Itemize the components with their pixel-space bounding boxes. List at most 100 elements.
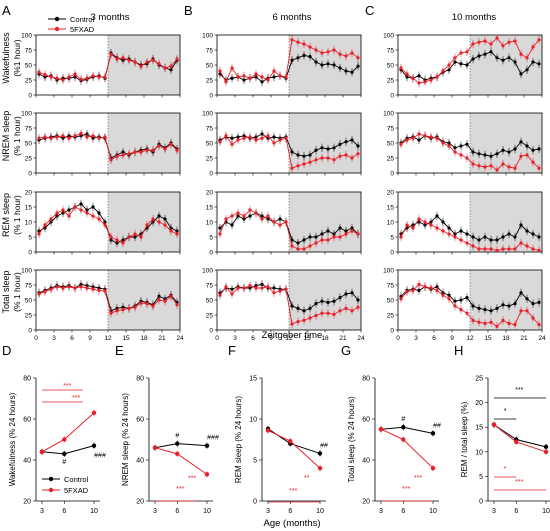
y-tick-label: 50 <box>25 141 33 148</box>
row-label-wake-1: Wakefulness <box>1 32 11 84</box>
control-point <box>272 135 276 139</box>
fad-point <box>411 226 415 230</box>
fad-point <box>465 50 469 54</box>
fad-point <box>350 229 354 233</box>
dark-phase-shading <box>289 192 361 252</box>
control-point <box>495 238 499 242</box>
control-point <box>489 238 493 242</box>
fad-point <box>272 141 276 145</box>
fad-point <box>501 162 505 166</box>
dark-phase-shading <box>108 113 180 173</box>
control-point <box>495 306 499 310</box>
fad-point <box>37 232 41 236</box>
fad-point <box>338 309 342 313</box>
fad-point <box>378 427 384 432</box>
control-point <box>290 304 294 308</box>
significance-annotation: ## <box>320 442 328 449</box>
legend-control-marker <box>54 16 60 22</box>
control-point <box>296 306 300 310</box>
x-tick-label: 3 <box>379 508 383 515</box>
fad-point <box>308 45 312 49</box>
control-point <box>513 147 517 151</box>
control-point <box>477 238 481 242</box>
fad-point <box>103 223 107 227</box>
fad-point <box>266 214 270 218</box>
fad-point <box>248 76 252 80</box>
fad-point <box>519 241 523 245</box>
control-point <box>507 56 511 60</box>
y-tick-label: 10 <box>249 417 257 424</box>
control-point <box>350 70 354 74</box>
y-tick-label: 20 <box>23 499 31 506</box>
fad-point <box>73 205 77 209</box>
fad-point <box>483 321 487 325</box>
control-series-line <box>267 428 321 454</box>
control-point <box>465 142 469 146</box>
y-tick-label: 75 <box>206 126 214 133</box>
legend-bottom: Control 5FXAD <box>42 475 89 495</box>
fad-point <box>471 162 475 166</box>
y-tick-label: 50 <box>206 63 214 70</box>
fad-point <box>230 292 234 296</box>
y-tick-label: 0 <box>390 171 394 178</box>
significance-annotation: *** <box>515 479 523 486</box>
fad-point <box>483 247 487 251</box>
y-tick-label: 75 <box>387 283 395 290</box>
y-tick-label: 15 <box>387 205 395 212</box>
x-tick-label: 18 <box>502 335 510 342</box>
x-tick-label: 9 <box>450 335 454 342</box>
x-tick-label: 18 <box>140 335 148 342</box>
y-tick-label: 50 <box>25 63 33 70</box>
fad-point <box>85 76 89 80</box>
fad-point <box>326 311 330 315</box>
control-point <box>531 60 535 64</box>
fad-point <box>169 294 173 298</box>
fad-point <box>447 232 451 236</box>
x-tick-label: 6 <box>401 508 405 515</box>
significance-annotation: * <box>504 408 507 415</box>
panel-letter-f: F <box>228 343 236 358</box>
fad-point <box>91 134 95 138</box>
fad-point <box>401 437 406 442</box>
fad-point <box>73 134 77 138</box>
legend-control-label: Control <box>70 15 95 24</box>
control-point <box>97 211 101 215</box>
fad-point <box>61 208 65 212</box>
circadian-panel-1-0: 0 25 50 75 100 <box>202 33 362 100</box>
fad-point <box>49 287 53 291</box>
fad-point <box>266 285 270 289</box>
fad-point <box>471 244 475 248</box>
fad-point <box>121 308 125 312</box>
fad-point <box>97 288 101 292</box>
fad-point <box>109 235 113 239</box>
x-tick-label: 9 <box>269 335 273 342</box>
control-point <box>163 217 167 221</box>
fad-point <box>495 248 499 253</box>
y-tick-label: 0 <box>209 328 213 335</box>
control-point <box>314 60 318 64</box>
fad-point <box>127 235 131 239</box>
fad-point <box>489 42 493 46</box>
control-point <box>157 214 161 218</box>
control-point <box>290 150 294 154</box>
fad-point <box>272 69 276 73</box>
control-point <box>459 229 463 233</box>
y-tick-label: 25 <box>387 156 395 163</box>
control-point <box>314 148 318 152</box>
fad-point <box>260 286 264 290</box>
fad-point <box>350 309 354 313</box>
fad-point <box>242 286 246 290</box>
fad-point <box>501 318 505 322</box>
control-point <box>447 226 451 230</box>
fad-point <box>260 136 264 140</box>
fad-point <box>513 247 517 251</box>
y-tick-label: 20 <box>25 190 33 197</box>
fad-point <box>453 304 457 308</box>
fad-point <box>91 74 95 78</box>
circadian-panel-2-1: 0 25 50 75 100 <box>383 111 543 178</box>
control-point <box>260 80 264 84</box>
y-tick-label: 25 <box>25 156 33 163</box>
y-tick-label: 5 <box>209 235 213 242</box>
control-point <box>513 302 517 306</box>
control-point <box>489 309 493 313</box>
